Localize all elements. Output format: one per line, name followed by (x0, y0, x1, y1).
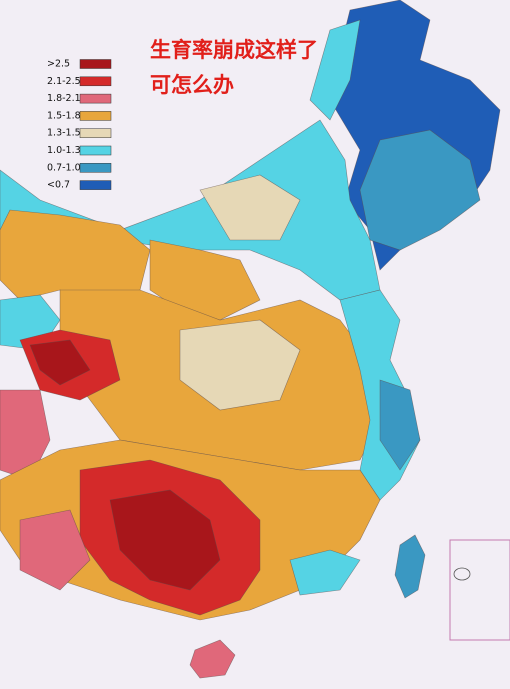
legend-swatch (79, 180, 112, 190)
legend-swatch (79, 145, 112, 156)
legend-swatch (79, 59, 112, 69)
title-line: 生育率崩成这样了 (150, 38, 318, 62)
legend-label: 1.5-1.8 (47, 110, 81, 121)
map-regions (0, 0, 501, 679)
region (29, 339, 91, 386)
legend-label: 2.1-2.5 (47, 76, 81, 87)
legend-swatch (79, 111, 112, 121)
region (309, 19, 361, 121)
region (289, 549, 361, 596)
inset-island (453, 567, 471, 581)
legend-label: >2.5 (47, 59, 70, 70)
region (394, 534, 426, 599)
inset-frame (449, 539, 510, 641)
legend-label: 1.0-1.3 (47, 145, 81, 156)
region (179, 319, 301, 411)
region (109, 489, 221, 591)
region (199, 174, 301, 241)
region (359, 129, 481, 251)
region (19, 509, 91, 591)
legend-swatch (79, 93, 112, 104)
legend-swatch (79, 163, 112, 173)
legend-swatch (79, 76, 112, 87)
region (149, 239, 261, 321)
title-line: 可怎么办 (150, 73, 234, 97)
legend-swatch (79, 128, 112, 138)
legend: >2.5 2.1-2.5 1.8-2.1 1.5-1.8 1.3-1.5 1.0-1.3 0… (47, 59, 112, 191)
legend-label: 1.8-2.1 (47, 93, 81, 104)
legend-label: <0.7 (47, 180, 70, 191)
region (379, 379, 421, 471)
legend-label: 1.3-1.5 (47, 128, 81, 139)
legend-label: 0.7-1.0 (47, 162, 81, 173)
region (189, 639, 236, 679)
